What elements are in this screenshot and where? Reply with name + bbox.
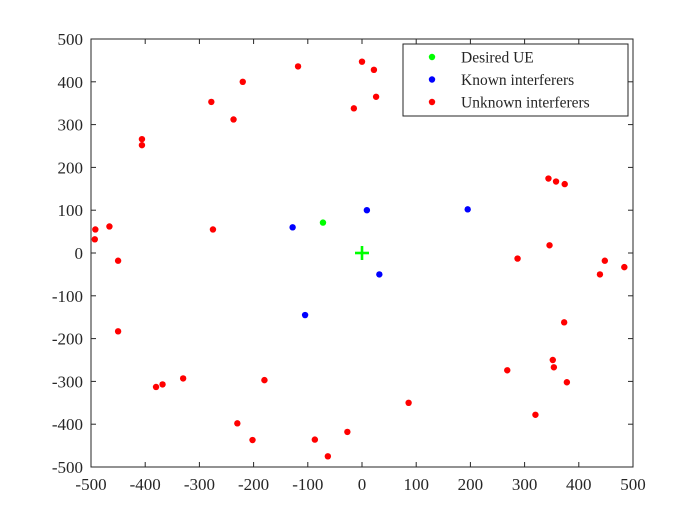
x-tick-label: 400	[566, 475, 592, 494]
x-tick-label: 500	[620, 475, 646, 494]
data-point	[370, 66, 378, 74]
data-point	[138, 141, 146, 149]
data-point	[344, 428, 351, 436]
data-point	[545, 175, 552, 182]
data-point	[552, 178, 560, 185]
data-point	[601, 257, 609, 264]
y-tick-label: 200	[58, 158, 84, 177]
data-point	[289, 224, 296, 231]
data-point	[596, 271, 604, 278]
y-tick-label: 400	[58, 73, 84, 92]
x-tick-label: 100	[403, 475, 429, 494]
data-point	[239, 78, 246, 86]
x-tick-label: -200	[238, 475, 269, 494]
y-tick-label: 500	[58, 30, 84, 49]
data-point	[159, 381, 166, 388]
data-point	[138, 135, 146, 143]
data-point	[261, 376, 268, 384]
data-point	[546, 242, 553, 249]
x-tick-label: -300	[184, 475, 215, 494]
x-tick-label: -500	[75, 475, 106, 494]
data-point	[464, 206, 471, 213]
legend-marker	[428, 98, 436, 106]
data-point	[209, 226, 217, 233]
x-tick-label: -400	[130, 475, 161, 494]
data-point	[230, 116, 237, 123]
data-point	[234, 420, 241, 427]
data-point	[311, 436, 319, 443]
legend-entry-label: Unknown interferers	[461, 95, 590, 112]
data-point	[561, 180, 568, 188]
data-point	[358, 58, 366, 65]
x-tick-label: 0	[358, 475, 367, 494]
legend-marker	[428, 53, 436, 61]
data-point	[301, 311, 309, 319]
data-point	[324, 453, 332, 460]
y-tick-label: 100	[58, 201, 84, 220]
data-point	[319, 219, 327, 226]
x-tick-label: 300	[512, 475, 538, 494]
data-point	[514, 255, 521, 262]
data-point	[114, 328, 122, 335]
x-tick-label: 200	[458, 475, 484, 494]
y-tick-label: -200	[52, 330, 83, 349]
data-point	[549, 356, 556, 364]
data-point	[532, 411, 539, 418]
y-tick-label: -400	[52, 415, 83, 434]
legend-entry-label: Known interferers	[461, 72, 574, 89]
y-tick-label: 0	[75, 244, 84, 263]
data-point	[152, 383, 160, 391]
legend-marker	[428, 76, 436, 83]
y-tick-label: 300	[58, 116, 84, 135]
data-point	[91, 236, 98, 243]
data-point	[179, 375, 187, 382]
data-point	[504, 367, 511, 374]
data-point	[114, 257, 122, 264]
data-point	[249, 436, 256, 444]
y-tick-label: -100	[52, 287, 83, 306]
data-point	[560, 319, 568, 326]
legend-entry-label: Desired UE	[461, 50, 534, 67]
data-point	[405, 399, 412, 406]
x-tick-label: -100	[292, 475, 323, 494]
data-point	[92, 226, 99, 233]
data-point	[208, 98, 215, 106]
data-point	[363, 207, 371, 214]
data-point	[563, 379, 571, 386]
data-point	[106, 223, 113, 230]
data-point	[294, 63, 302, 70]
data-point	[372, 93, 380, 100]
y-tick-label: -300	[52, 372, 83, 391]
data-point	[376, 271, 383, 278]
legend-box	[402, 43, 629, 117]
data-point	[550, 364, 558, 371]
data-point	[350, 105, 358, 112]
data-point	[621, 263, 628, 271]
y-tick-label: -500	[52, 458, 83, 477]
